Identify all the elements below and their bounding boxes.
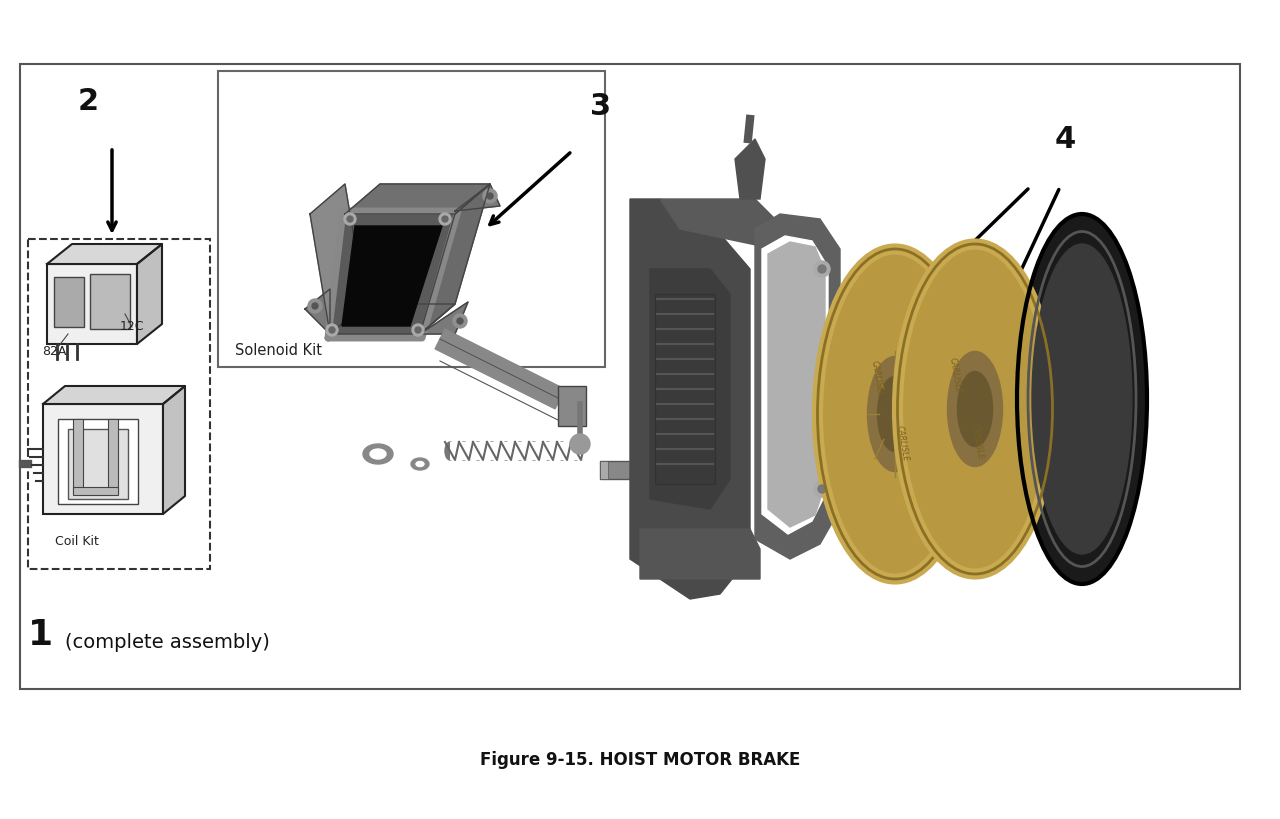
Circle shape [814, 262, 829, 278]
Circle shape [453, 314, 467, 328]
Bar [54, 278, 84, 328]
Polygon shape [163, 387, 186, 514]
Bar [73, 419, 83, 495]
Polygon shape [44, 387, 186, 405]
Polygon shape [454, 185, 500, 212]
Circle shape [344, 214, 356, 226]
FancyArrow shape [435, 330, 564, 410]
Ellipse shape [868, 357, 923, 472]
Ellipse shape [364, 445, 393, 464]
Bar [108, 419, 118, 495]
Ellipse shape [897, 245, 1052, 574]
Ellipse shape [957, 372, 992, 447]
Bar [47, 265, 137, 345]
Circle shape [312, 304, 317, 310]
Bar [73, 487, 118, 495]
Ellipse shape [515, 442, 525, 460]
Circle shape [439, 214, 451, 226]
Circle shape [329, 328, 335, 333]
Bar [58, 419, 138, 505]
Ellipse shape [500, 442, 511, 460]
Polygon shape [630, 200, 750, 600]
Ellipse shape [529, 442, 539, 460]
Polygon shape [330, 215, 454, 335]
Polygon shape [735, 140, 765, 200]
Circle shape [814, 482, 829, 497]
Ellipse shape [416, 462, 424, 467]
Circle shape [308, 300, 323, 314]
Circle shape [483, 190, 497, 204]
Ellipse shape [571, 442, 581, 460]
Ellipse shape [460, 442, 468, 460]
Text: 3: 3 [590, 92, 611, 121]
Ellipse shape [370, 450, 387, 459]
Bar [44, 405, 163, 514]
Ellipse shape [878, 377, 913, 452]
Bar [20, 65, 1240, 689]
Polygon shape [640, 529, 760, 579]
Polygon shape [305, 290, 330, 335]
Circle shape [442, 217, 448, 223]
Polygon shape [420, 185, 490, 335]
Text: CARLISLE: CARLISLE [970, 422, 986, 459]
Text: (complete assembly): (complete assembly) [65, 632, 270, 651]
Polygon shape [755, 215, 840, 559]
Ellipse shape [557, 442, 567, 460]
Bar [672, 224, 686, 245]
Text: 82A: 82A [42, 345, 67, 358]
Polygon shape [346, 185, 490, 215]
Circle shape [570, 434, 590, 455]
Ellipse shape [474, 442, 483, 460]
Text: Figure 9-15. HOIST MOTOR BRAKE: Figure 9-15. HOIST MOTOR BRAKE [480, 750, 800, 768]
Text: CARLISLE: CARLISLE [895, 424, 910, 461]
Ellipse shape [818, 250, 973, 579]
Bar [90, 274, 131, 329]
Circle shape [457, 319, 463, 324]
Ellipse shape [1018, 215, 1147, 584]
Ellipse shape [445, 442, 454, 460]
Circle shape [671, 212, 687, 228]
Ellipse shape [1032, 245, 1132, 554]
Polygon shape [342, 227, 442, 327]
Circle shape [415, 328, 421, 333]
Bar [68, 429, 128, 500]
Text: CARLISLE: CARLISLE [948, 356, 963, 393]
Ellipse shape [543, 442, 553, 460]
Circle shape [818, 265, 826, 274]
Polygon shape [660, 200, 780, 250]
Ellipse shape [486, 442, 497, 460]
Polygon shape [420, 303, 468, 335]
Bar [600, 461, 608, 479]
Circle shape [486, 194, 493, 200]
Circle shape [818, 486, 826, 493]
Bar [655, 295, 716, 484]
Bar [558, 387, 586, 427]
Text: 4: 4 [1055, 124, 1076, 154]
Text: Coil Kit: Coil Kit [55, 534, 99, 547]
Ellipse shape [411, 459, 429, 470]
Polygon shape [310, 185, 365, 335]
Circle shape [347, 217, 353, 223]
Text: Solenoid Kit: Solenoid Kit [236, 342, 323, 358]
Text: 1: 1 [28, 618, 54, 651]
Bar [600, 461, 655, 479]
Circle shape [412, 324, 424, 337]
Polygon shape [137, 245, 163, 345]
Text: 12C: 12C [120, 319, 145, 333]
Polygon shape [768, 242, 826, 527]
Bar [451, 442, 590, 460]
Text: 2: 2 [78, 87, 99, 115]
Polygon shape [330, 305, 454, 335]
Polygon shape [650, 269, 730, 509]
Polygon shape [47, 245, 163, 265]
Polygon shape [762, 237, 828, 534]
Text: CARLISLE: CARLISLE [870, 360, 886, 396]
Circle shape [326, 324, 338, 337]
Ellipse shape [947, 352, 1002, 467]
Bar [218, 72, 605, 368]
Bar [28, 240, 210, 569]
